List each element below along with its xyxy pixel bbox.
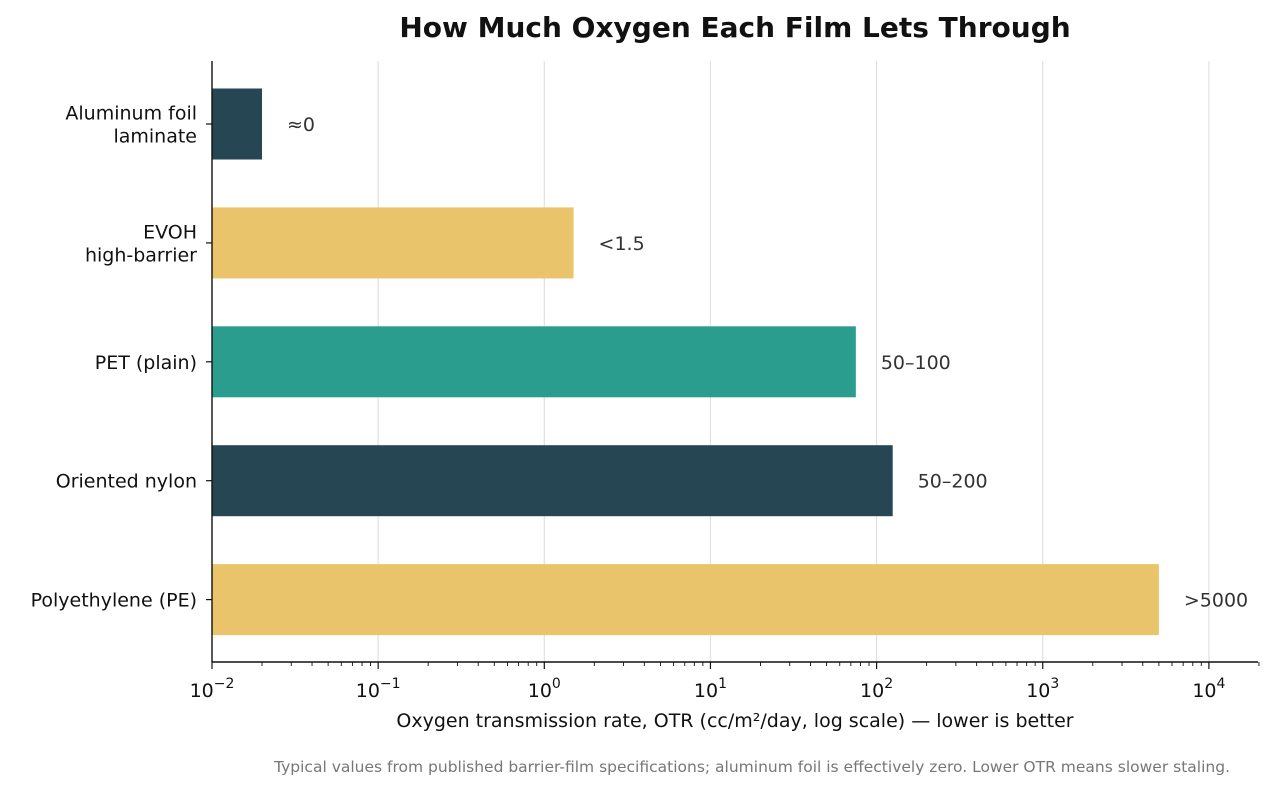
x-tick-label: 101 [694, 676, 727, 702]
data-label: ≈0 [287, 114, 315, 136]
x-tick-label: 100 [528, 676, 561, 702]
x-tick-label: 10−1 [356, 676, 401, 702]
x-ticks: 10−2 10−1 100 101 102 103 104 [190, 662, 1260, 702]
bar [212, 88, 263, 160]
category-label: EVOH [143, 221, 197, 243]
x-tick-label: 10−2 [190, 676, 235, 702]
data-label: <1.5 [599, 233, 645, 255]
x-tick-label: 104 [1192, 676, 1225, 702]
bar [212, 326, 856, 398]
bar [212, 564, 1159, 636]
category-label: PET (plain) [95, 352, 197, 374]
footnote: Typical values from published barrier-fi… [273, 758, 1230, 776]
chart-title: How Much Oxygen Each Film Lets Through [399, 11, 1070, 44]
category-label: high-barrier [85, 244, 197, 266]
category-label: Polyethylene (PE) [31, 590, 197, 612]
category-label: Aluminum foil [65, 103, 197, 125]
bar [212, 207, 574, 279]
data-label: 50–200 [918, 471, 988, 493]
x-axis-label: Oxygen transmission rate, OTR (cc/m²/day… [396, 710, 1073, 732]
x-tick-label: 103 [1026, 676, 1059, 702]
data-label: 50–100 [881, 352, 951, 374]
data-label: >5000 [1184, 590, 1248, 612]
bar [212, 445, 893, 517]
category-label: Oriented nylon [56, 471, 197, 493]
category-label: laminate [113, 126, 197, 148]
axes [211, 61, 1258, 663]
x-tick-label: 102 [860, 676, 893, 702]
